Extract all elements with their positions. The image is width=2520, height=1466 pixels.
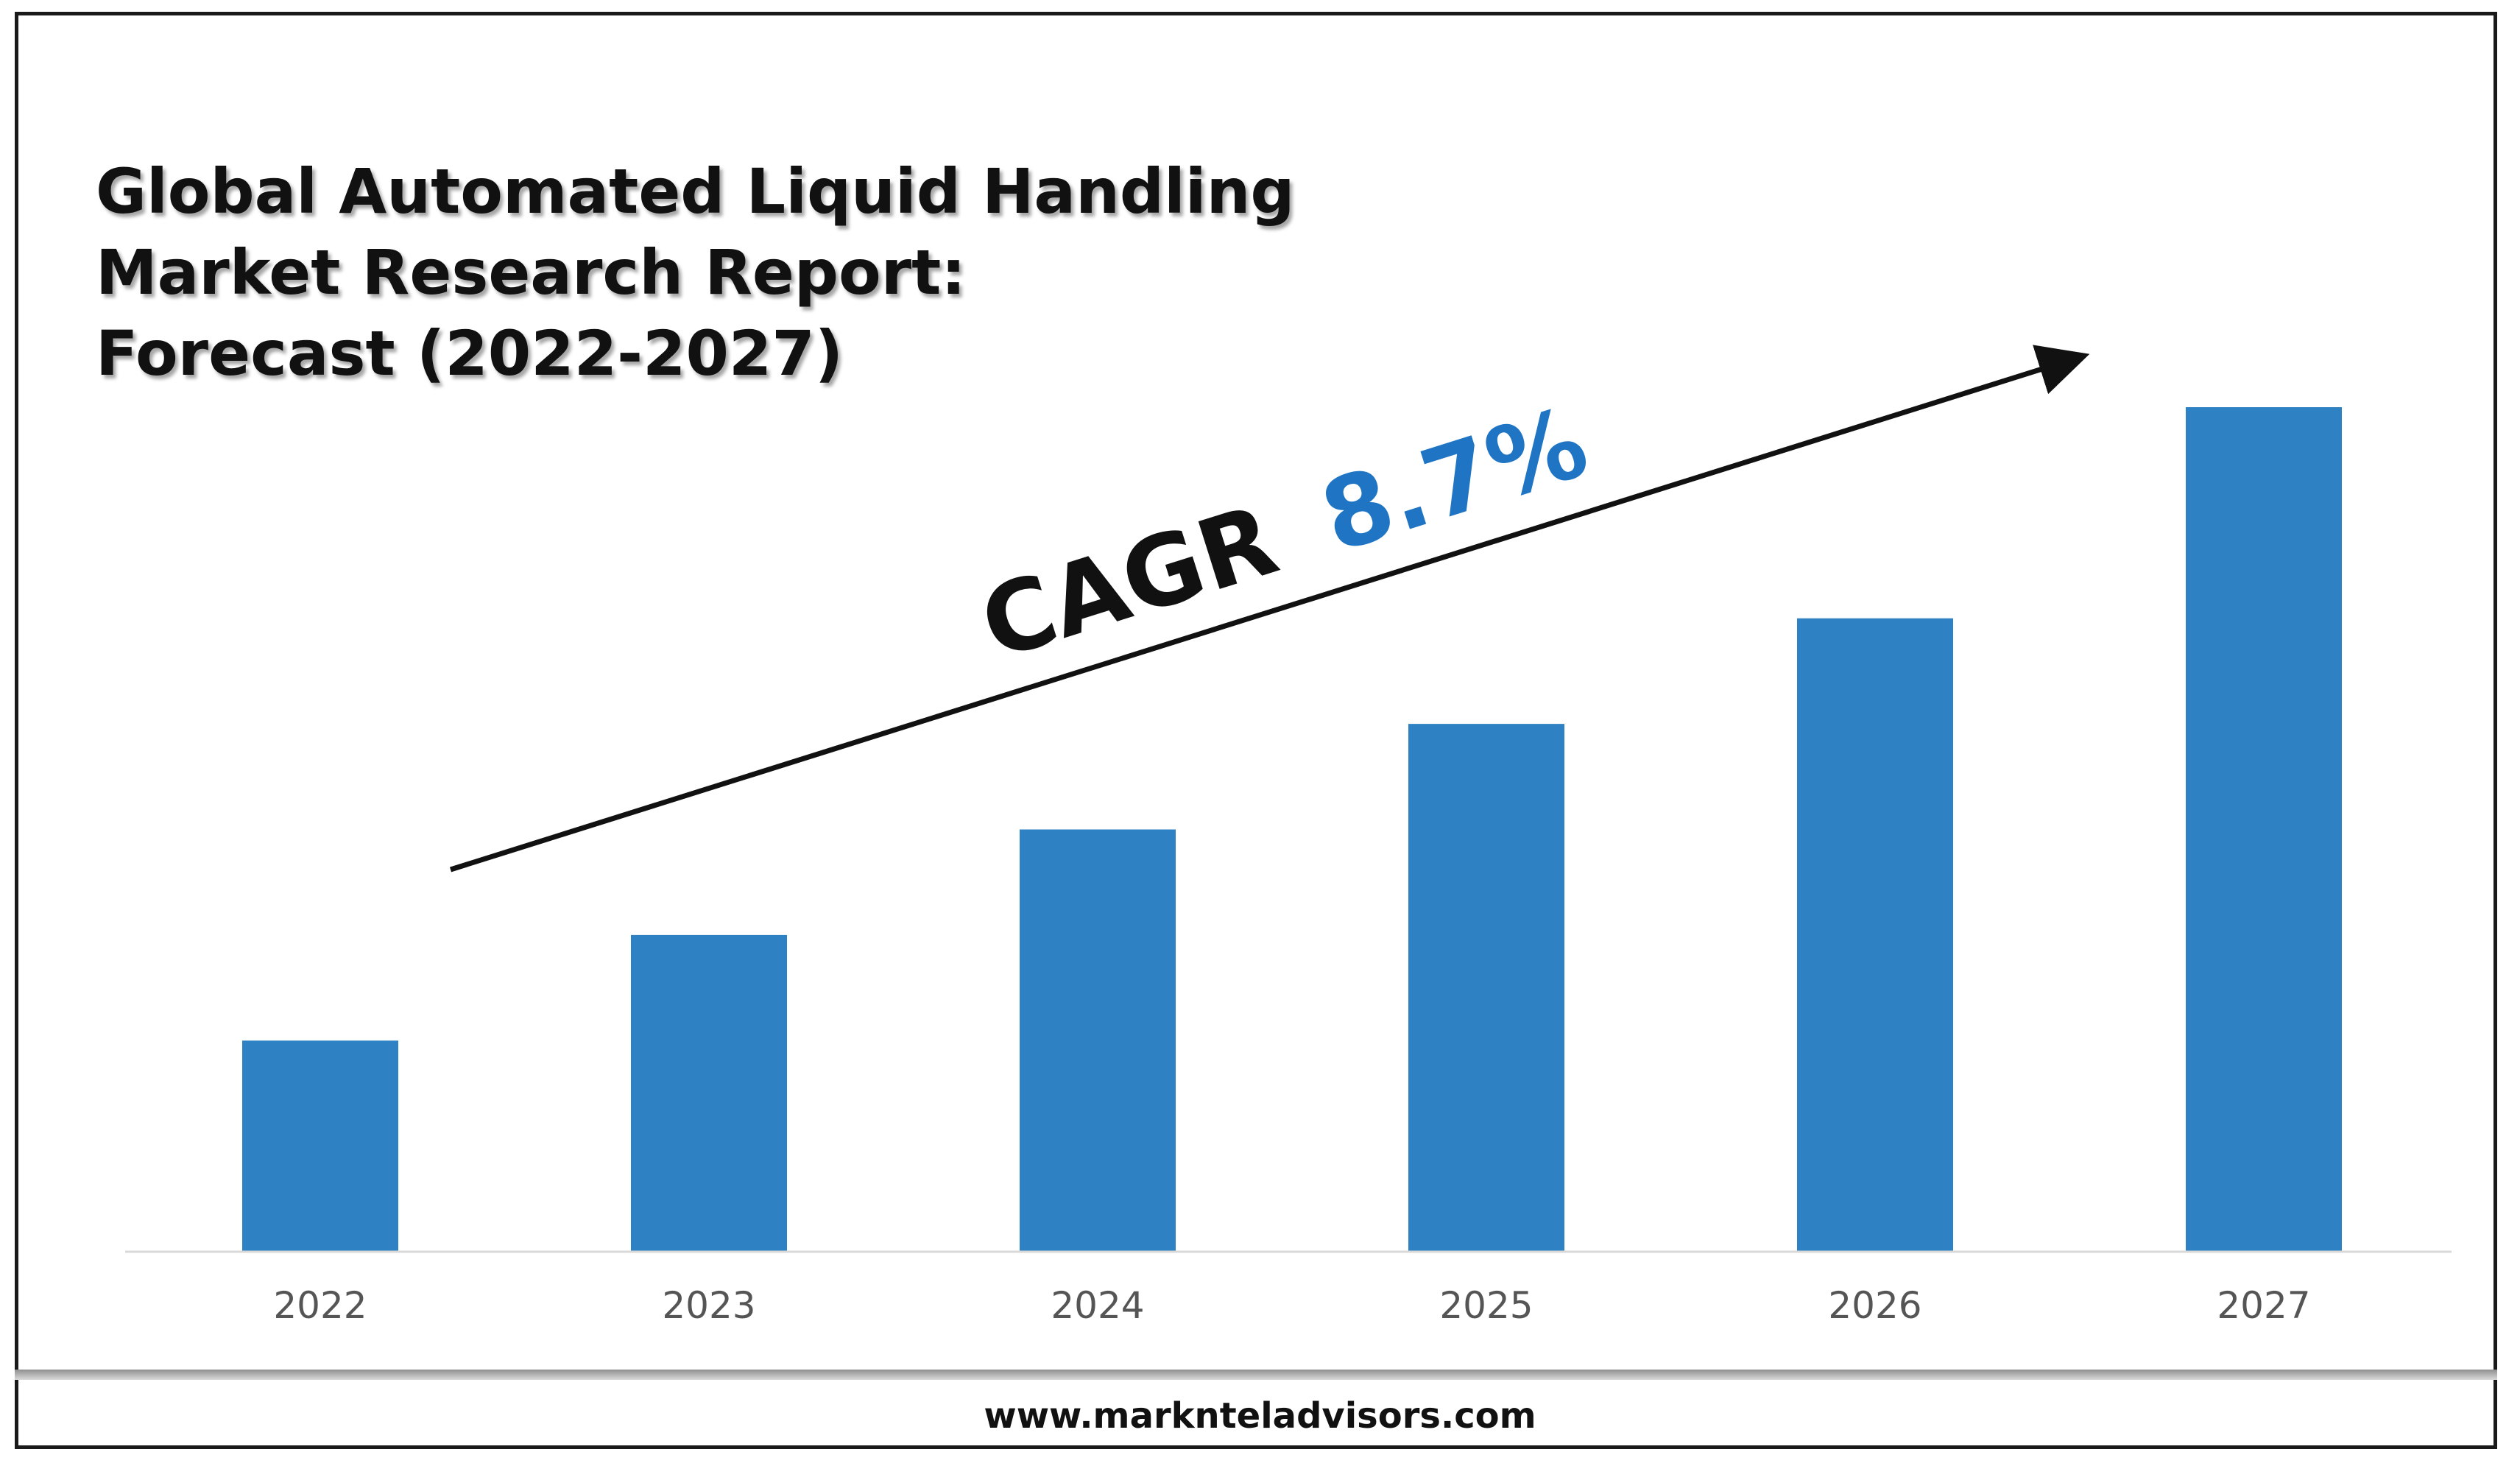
bar-2026 [1797, 618, 1953, 1252]
footer-divider [15, 1370, 2497, 1380]
title-line-1: Global Automated Liquid Handling [96, 155, 1295, 228]
bar-2024 [1020, 829, 1176, 1252]
bar-2023 [631, 934, 787, 1252]
title-line-2: Market Research Report: [96, 236, 966, 309]
cagr-value: 8.7% [1309, 386, 1600, 575]
bar-2027 [2186, 407, 2342, 1252]
bars-group [242, 407, 2342, 1252]
title-line-3: Forecast (2022-2027) [96, 317, 844, 390]
bar-2025 [1408, 724, 1564, 1252]
x-tick-2024: 2024 [1051, 1284, 1144, 1327]
footer-url: www.marknteladvisors.com [984, 1395, 1536, 1437]
trend-arrow [449, 345, 2090, 873]
chart-title: Global Automated Liquid Handling Market … [96, 151, 1347, 394]
cagr-label: CAGR [968, 484, 1289, 683]
bar-2022 [242, 1040, 398, 1252]
chart-frame [15, 12, 2497, 1449]
x-tick-2026: 2026 [1828, 1284, 1921, 1327]
cagr-annotation: CAGR 8.7% [968, 386, 1600, 683]
x-tick-2023: 2023 [662, 1284, 755, 1327]
x-tick-2022: 2022 [273, 1284, 367, 1327]
x-tick-labels: 2022 2023 2024 2025 2026 2027 [273, 1284, 2310, 1327]
x-tick-2025: 2025 [1439, 1284, 1533, 1327]
x-tick-2027: 2027 [2217, 1284, 2310, 1327]
